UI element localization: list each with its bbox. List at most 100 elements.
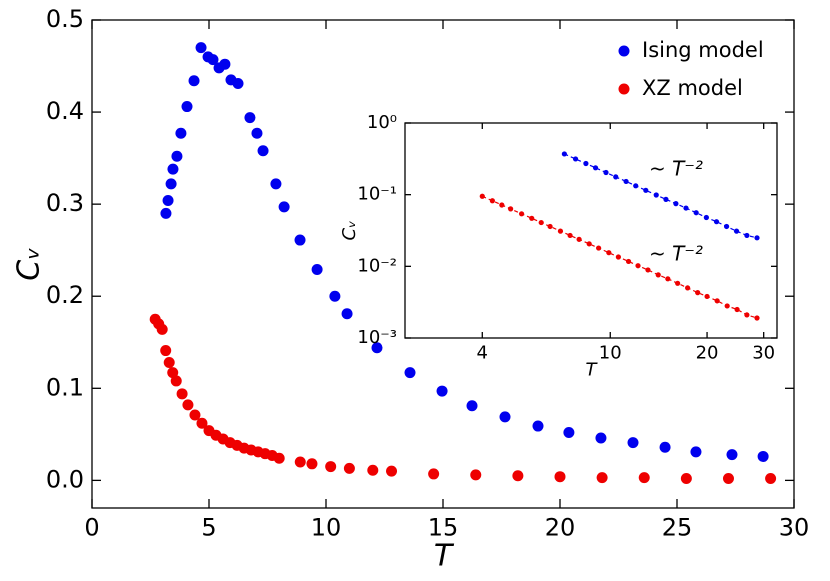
data-point [754, 235, 760, 241]
data-point [188, 75, 200, 87]
data-point [436, 385, 448, 397]
annotation: ~ T⁻² [649, 241, 703, 265]
data-point [754, 315, 760, 321]
data-point [329, 290, 341, 302]
data-point [156, 323, 168, 335]
y-tick-label: 10⁻¹ [357, 184, 397, 205]
y-tick-label: 0.5 [46, 5, 84, 33]
data-point [613, 174, 619, 180]
data-point [257, 145, 269, 157]
data-point [635, 263, 641, 269]
data-point [765, 473, 777, 485]
data-point [583, 160, 589, 167]
data-point [596, 245, 602, 251]
data-point [615, 254, 621, 260]
data-point [563, 426, 575, 438]
data-point [757, 450, 769, 462]
data-point [176, 388, 188, 400]
x-tick-label: 30 [752, 342, 775, 363]
data-point [251, 127, 263, 139]
data-point [273, 452, 285, 464]
data-point [311, 264, 323, 276]
data-point [294, 456, 306, 468]
data-point [557, 228, 564, 234]
data-point [163, 357, 175, 369]
data-point [404, 367, 416, 379]
data-point [508, 206, 514, 212]
data-point [160, 345, 172, 357]
data-point [489, 198, 495, 204]
data-point [733, 228, 740, 234]
data-point [189, 409, 201, 421]
data-point [685, 285, 691, 291]
y-tick-label: 0.1 [46, 373, 84, 401]
x-tick-label: 5 [201, 513, 216, 541]
data-point [653, 192, 659, 198]
data-point [170, 375, 182, 387]
data-point [673, 201, 679, 207]
data-point [175, 127, 187, 139]
data-point [499, 202, 505, 208]
y-tick-label: 10⁻³ [357, 327, 397, 348]
data-point [704, 293, 710, 300]
data-point [195, 42, 207, 54]
data-point [532, 420, 544, 432]
x-tick-label: 20 [696, 342, 719, 363]
data-point [160, 207, 172, 219]
data-point [182, 399, 194, 411]
data-point [603, 169, 609, 176]
x-tick-label: 0 [84, 513, 99, 541]
data-point [722, 473, 734, 485]
data-point [554, 471, 566, 483]
data-point [744, 232, 750, 239]
data-point [470, 469, 482, 481]
data-point [606, 250, 612, 256]
data-point [367, 464, 379, 476]
data-point [723, 223, 730, 230]
data-point [663, 196, 669, 202]
data-point [714, 298, 720, 304]
y-axis-label: Cᵥ [339, 220, 360, 240]
data-point [162, 194, 174, 206]
data-point [638, 472, 650, 484]
y-tick-label: 10⁻² [357, 255, 397, 276]
y-tick-label: 0.2 [46, 281, 84, 309]
data-point [623, 178, 629, 185]
data-point [341, 308, 353, 320]
data-point [466, 400, 478, 412]
data-point [512, 470, 524, 482]
y-tick-label: 10⁰ [367, 112, 397, 133]
x-tick-label: 15 [428, 513, 459, 541]
data-point [219, 58, 231, 70]
data-point [428, 468, 440, 480]
data-point [572, 156, 579, 162]
data-point [479, 193, 485, 199]
x-tick-label: 10 [311, 513, 342, 541]
data-point [665, 276, 671, 282]
data-point [675, 280, 681, 286]
data-point [529, 215, 535, 221]
data-point [538, 219, 544, 226]
data-point [683, 205, 689, 211]
data-point [713, 219, 720, 225]
x-tick-label: 30 [779, 513, 810, 541]
y-tick-label: 0.4 [46, 97, 84, 125]
data-point [734, 306, 740, 313]
data-point [744, 312, 750, 318]
data-point [576, 236, 582, 242]
data-point [655, 272, 661, 278]
data-point [586, 241, 592, 247]
data-point [518, 211, 525, 217]
data-point [627, 437, 639, 449]
data-point [207, 54, 219, 66]
x-tick-label: 25 [662, 513, 693, 541]
data-point [703, 214, 709, 221]
data-point [386, 465, 398, 477]
legend-label: XZ model [642, 76, 743, 100]
data-point [165, 178, 177, 190]
data-point [167, 367, 179, 379]
x-axis-label: T [586, 359, 599, 380]
legend-marker [618, 45, 630, 57]
